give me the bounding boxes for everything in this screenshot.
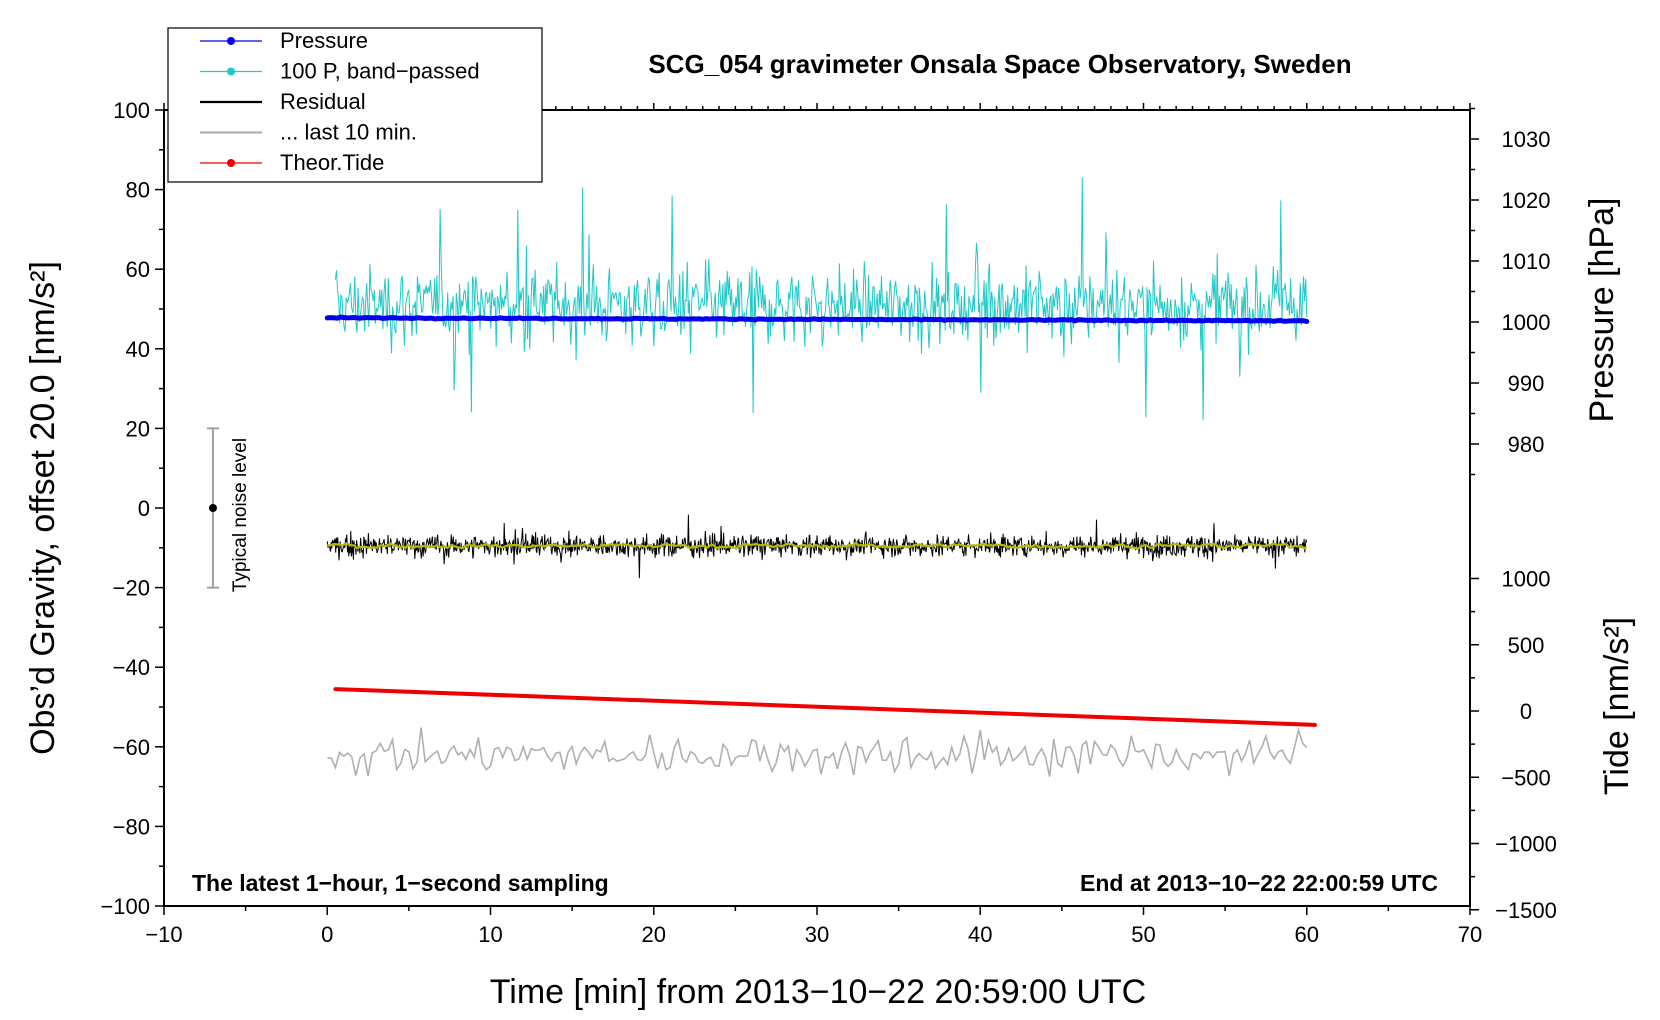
x-tick-label: 10 [478, 922, 502, 947]
x-tick-label: 0 [321, 922, 333, 947]
y-axis-label-tide: Tide [nm/s²] [1598, 617, 1636, 795]
pressure-tick-label: 1020 [1502, 188, 1551, 213]
tide-tick-label: 0 [1520, 699, 1532, 724]
legend-item: Theor.Tide [200, 150, 384, 175]
y-tick-label-left: −60 [113, 735, 150, 760]
series-residual-smoothed [327, 540, 1308, 551]
tide-tick-label: 1000 [1502, 567, 1551, 592]
y-tick-label-left: −100 [100, 894, 150, 919]
y-axis-label-left: Obs’d Gravity, offset 20.0 [nm/s²] [24, 261, 62, 755]
pressure-tick-label: 1000 [1502, 310, 1551, 335]
legend-swatch-marker [227, 67, 235, 76]
legend-label: Theor.Tide [280, 150, 384, 175]
x-tick-label: 70 [1458, 922, 1482, 947]
series-residual [326, 514, 1308, 579]
tide-tick-label: 500 [1508, 633, 1545, 658]
series-layer [324, 177, 1317, 777]
chart-title: SCG_054 gravimeter Onsala Space Observat… [648, 49, 1351, 79]
series-last-10-min [327, 727, 1308, 777]
noise-bar-center-dot [208, 504, 217, 512]
y-tick-label-left: 40 [126, 337, 150, 362]
legend-item: Pressure [200, 28, 368, 53]
pressure-tick-label: 980 [1508, 432, 1545, 457]
x-axis-label: Time [min] from 2013−10−22 20:59:00 UTC [490, 973, 1146, 1011]
series-pressure [324, 314, 1310, 324]
x-tick-label: 40 [968, 922, 992, 947]
y-axis-label-pressure: Pressure [hPa] [1583, 198, 1621, 423]
y-tick-label-left: −80 [113, 814, 150, 839]
x-tick-label: 20 [642, 922, 666, 947]
legend-item: ... last 10 min. [200, 120, 417, 145]
noise-bar [206, 427, 219, 589]
plot-frame [163, 109, 1471, 907]
x-tick-label: 50 [1131, 922, 1155, 947]
tide-tick-label: −1000 [1495, 832, 1557, 857]
tide-tick-label: −1500 [1495, 898, 1557, 923]
legend-swatch-marker [227, 37, 235, 45]
x-tick-label: −10 [145, 922, 182, 947]
annotation-right: End at 2013−10−22 22:00:59 UTC [1080, 870, 1438, 896]
y-tick-label-left: −20 [113, 576, 150, 601]
y-tick-label-left: 0 [138, 496, 150, 521]
x-tick-label: 60 [1295, 922, 1319, 947]
pressure-tick-label: 1030 [1502, 127, 1551, 152]
legend-label: 100 P, band−passed [280, 59, 480, 84]
legend-label: Pressure [280, 28, 368, 53]
y-tick-label-left: −40 [113, 655, 150, 680]
legend-label: ... last 10 min. [280, 120, 417, 145]
series-bandpassed-pressure [334, 177, 1308, 421]
legend-label: Residual [280, 89, 366, 114]
pressure-tick-label: 990 [1508, 371, 1545, 396]
series-theoretical-tide [333, 687, 1317, 727]
y-tick-label-left: 20 [126, 416, 150, 441]
y-tick-label-left: 80 [126, 178, 150, 203]
tick-layer: −10 0 10 20 30 40 50 60 70100806040200−20−40−60−… [100, 98, 1556, 947]
x-tick-label: 30 [805, 922, 829, 947]
noise-label: Typical noise level [230, 438, 251, 592]
y-tick-label-left: 100 [113, 98, 150, 123]
legend-item: 100 P, band−passed [200, 59, 480, 84]
tide-tick-label: −500 [1501, 765, 1551, 790]
annotation-left: The latest 1−hour, 1−second sampling [192, 870, 609, 896]
legend-box [167, 27, 543, 183]
legend-item: Residual [200, 89, 366, 114]
legend: Pressure 100 P, band−passed Residual ... la… [167, 27, 543, 183]
pressure-tick-label: 1010 [1502, 249, 1551, 274]
y-tick-label-left: 60 [126, 257, 150, 282]
legend-swatch-marker [227, 159, 235, 167]
